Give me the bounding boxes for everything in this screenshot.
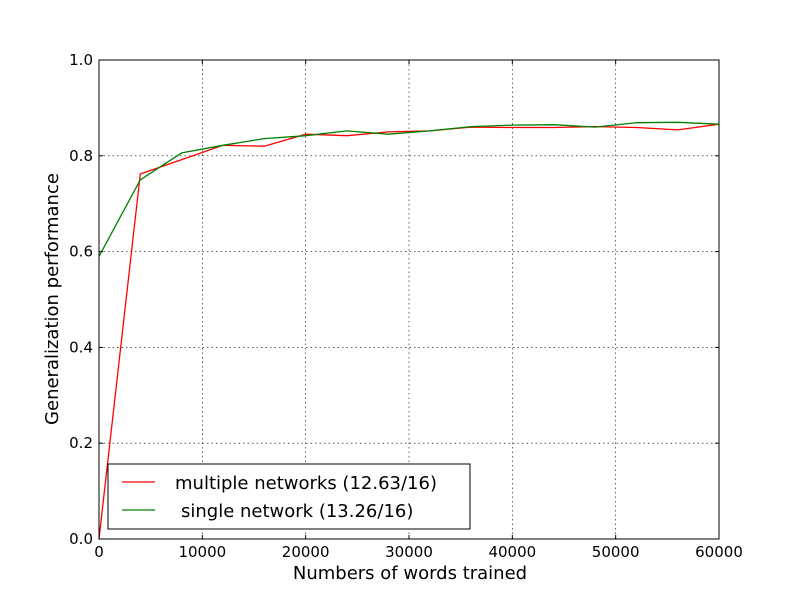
legend-label-multiple-networks: multiple networks (12.63/16) — [175, 473, 437, 494]
y-tick-label: 1.0 — [69, 51, 93, 69]
x-tick-label: 60000 — [695, 543, 743, 561]
x-tick-label: 10000 — [178, 543, 226, 561]
y-tick-label: 0.4 — [69, 338, 93, 356]
series-line-multiple-networks — [98, 123, 720, 540]
legend: multiple networks (12.63/16) single netw… — [107, 463, 471, 530]
x-tick-label: 0 — [94, 543, 104, 561]
y-tick-label: 0.0 — [69, 530, 93, 548]
tick-labels: 0 10000 20000 30000 40000 50000 60000 0.0 0.2 0.4… — [69, 51, 743, 561]
y-axis-title: Generalization performance — [42, 173, 63, 425]
y-tick-label: 0.6 — [69, 243, 93, 261]
series-layer — [98, 121, 720, 540]
x-axis-title: Numbers of words trained — [293, 563, 527, 584]
x-tick-label: 50000 — [592, 543, 640, 561]
y-tick-label: 0.8 — [69, 147, 93, 165]
legend-box — [107, 463, 471, 530]
ticks — [98, 59, 720, 540]
series-line-single-network — [98, 121, 720, 257]
x-tick-label: 40000 — [488, 543, 536, 561]
y-tick-label: 0.2 — [69, 434, 93, 452]
legend-label-single-network: single network (13.26/16) — [181, 501, 413, 522]
x-tick-label: 30000 — [385, 543, 433, 561]
x-tick-label: 20000 — [282, 543, 330, 561]
